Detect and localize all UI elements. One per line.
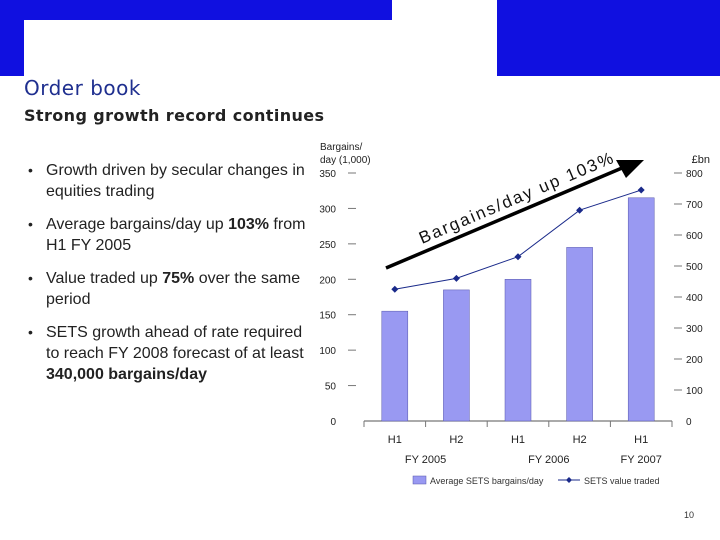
y-right-tick-label: 100: [686, 386, 703, 397]
line-point: [576, 206, 584, 214]
bullet-item: • SETS growth ahead of rate required to r…: [26, 322, 306, 385]
line-point: [637, 186, 645, 194]
bar: [627, 197, 655, 422]
bullet-text: Value traded up: [46, 270, 163, 287]
bullet-item: • Growth driven by secular changes in equ…: [26, 160, 306, 202]
y-left-tick-label: 50: [325, 382, 337, 393]
chart-legend: Average SETS bargains/day SETS value trad…: [412, 475, 660, 486]
legend-bar-swatch: [412, 475, 427, 485]
header-banner: [0, 0, 720, 76]
y-right-tick-label: 300: [686, 324, 703, 335]
line-point: [391, 285, 399, 293]
bullet-dot-icon: •: [28, 216, 33, 232]
bullet-text: Average bargains/day up: [46, 216, 229, 233]
y-right-tick-label: 800: [686, 169, 703, 180]
y-left-tick-label: 250: [319, 240, 336, 251]
y-right-tick-label: 400: [686, 293, 703, 304]
bar: [566, 247, 593, 422]
y-right-tick-label: 700: [686, 200, 703, 211]
line-series: [391, 186, 645, 293]
x-tick-label: H1: [388, 434, 402, 446]
bullet-item: • Value traded up 75% over the same perio…: [26, 268, 306, 310]
y-right-tick-label: 0: [686, 417, 692, 428]
line-point: [452, 274, 460, 282]
trend-arrow-head: [616, 160, 644, 178]
chart-axes: 0 50 100 150 200 250 300 350 0 100 200 300 400 500 600…: [319, 169, 703, 428]
bullet-dot-icon: •: [28, 324, 33, 340]
bullet-highlight: 75%: [162, 270, 195, 287]
bullet-highlight: 340,000 bargains/day: [46, 366, 207, 383]
slide-subtitle: Strong growth record continues: [24, 106, 325, 125]
bullet-highlight: 103%: [228, 216, 269, 233]
bar: [381, 310, 409, 422]
x-group-label: FY 2005: [405, 454, 446, 466]
bullet-dot-icon: •: [28, 270, 33, 286]
y-left-tick-label: 100: [319, 346, 336, 357]
banner-shape-right: [497, 0, 720, 76]
y-axis-left-label: Bargains/: [320, 142, 362, 153]
y-right-tick-label: 500: [686, 262, 703, 273]
x-tick-label: H1: [511, 434, 525, 446]
bullet-text: from H1 FY 2005: [46, 216, 306, 254]
banner-shape-left: [0, 0, 392, 76]
x-group-label: FY 2007: [621, 454, 662, 466]
trend-arrow: [385, 166, 623, 270]
legend-bar-label: Average SETS bargains/day: [430, 476, 544, 486]
trend-annotation: Bargains/day up 103%: [385, 148, 644, 270]
x-tick-label: H2: [449, 434, 463, 446]
y-left-tick-label: 350: [319, 169, 336, 180]
bullet-item: • Average bargains/day up 103% from H1 FY…: [26, 214, 306, 256]
line-point: [514, 253, 522, 261]
y-axis-left-label: day (1,000): [320, 155, 371, 166]
y-right-tick-label: 200: [686, 355, 703, 366]
bar: [504, 279, 532, 422]
slide-title: Order book: [24, 76, 141, 100]
y-left-tick-label: 200: [319, 275, 336, 286]
trend-annotation-text: Bargains/day up 103%: [416, 148, 618, 248]
y-axis-right-label: £bn: [692, 154, 710, 166]
legend-line-marker: [566, 477, 572, 483]
page-number: 10: [684, 510, 695, 520]
bullet-text: SETS growth ahead of rate required to re…: [46, 324, 304, 362]
legend-line-label: SETS value traded: [584, 476, 660, 486]
x-group-label: FY 2006: [528, 454, 569, 466]
bullet-text: Growth driven by secular changes in equi…: [46, 162, 305, 200]
bar: [443, 289, 470, 422]
y-left-tick-label: 150: [319, 311, 336, 322]
bar-series: [381, 197, 655, 422]
x-tick-label: H1: [634, 434, 648, 446]
bullet-list: • Growth driven by secular changes in equ…: [26, 160, 306, 397]
x-tick-label: H2: [573, 434, 587, 446]
y-left-tick-label: 0: [330, 417, 336, 428]
y-right-tick-label: 600: [686, 231, 703, 242]
bullet-text: over the same period: [46, 270, 301, 308]
bullet-dot-icon: •: [28, 162, 33, 178]
y-left-tick-label: 300: [319, 204, 336, 215]
